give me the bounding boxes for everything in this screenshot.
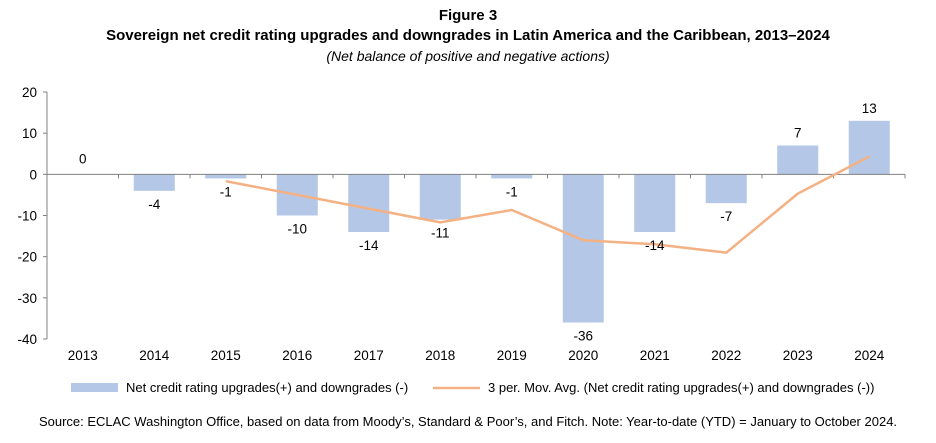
data-label: -11: [431, 226, 450, 241]
figure-label: Figure 3: [438, 7, 498, 24]
bar: [634, 174, 676, 232]
bar: [562, 174, 604, 323]
x-tick-label: 2024: [854, 348, 885, 363]
bar: [848, 120, 890, 175]
bar: [705, 174, 747, 204]
bar: [133, 174, 175, 191]
y-tick-label: -30: [17, 291, 37, 306]
x-tick-label: 2020: [568, 348, 598, 363]
x-tick-label: 2017: [354, 348, 384, 363]
x-tick-label: 2018: [425, 348, 455, 363]
data-label: -1: [220, 184, 232, 199]
y-tick-label: 10: [22, 126, 37, 141]
data-label: -10: [287, 222, 307, 237]
data-label: 7: [794, 126, 802, 141]
x-tick-label: 2022: [711, 348, 741, 363]
y-tick-label: 0: [29, 167, 37, 182]
source-note: Source: ECLAC Washington Office, based o…: [38, 414, 898, 429]
y-tick-label: -40: [17, 332, 37, 347]
data-label: -14: [359, 238, 379, 253]
x-tick-label: 2016: [282, 348, 312, 363]
y-tick-label: -10: [17, 209, 37, 224]
x-tick-label: 2019: [497, 348, 527, 363]
x-tick-label: 2023: [783, 348, 813, 363]
legend-swatch-bars: [71, 383, 118, 392]
chart-subtitle: (Net balance of positive and negative ac…: [326, 48, 610, 64]
data-label: -7: [720, 209, 732, 224]
legend-label-bars: Net credit rating upgrades(+) and downgr…: [126, 380, 408, 395]
bar: [491, 174, 533, 179]
bar: [348, 174, 390, 232]
x-tick-label: 2014: [139, 348, 170, 363]
y-tick-label: -20: [17, 250, 37, 265]
x-tick-label: 2021: [640, 348, 670, 363]
moving-average-line: [225, 155, 870, 254]
chart-header: Figure 3 Sovereign net credit rating upg…: [0, 6, 936, 66]
chart-title: Sovereign net credit rating upgrades and…: [106, 27, 830, 44]
y-tick-label: 20: [22, 85, 37, 100]
x-tick-label: 2015: [211, 348, 241, 363]
legend-label-line: 3 per. Mov. Avg. (Net credit rating upgr…: [488, 380, 874, 395]
x-tick-label: 2013: [68, 348, 98, 363]
bar: [205, 174, 247, 179]
data-label: -4: [148, 197, 160, 212]
bar: [777, 145, 819, 175]
data-label: -36: [573, 329, 593, 344]
chart-svg: -40 -30 -20 -10 0 10 20 0 -4 -1 -10 -14 -11 -1 -36 -14 -…: [17, 85, 906, 395]
bar: [419, 174, 461, 220]
data-label: -14: [645, 238, 665, 253]
data-label: -1: [506, 184, 518, 199]
data-label: 0: [79, 151, 87, 166]
data-label: 13: [862, 101, 877, 116]
